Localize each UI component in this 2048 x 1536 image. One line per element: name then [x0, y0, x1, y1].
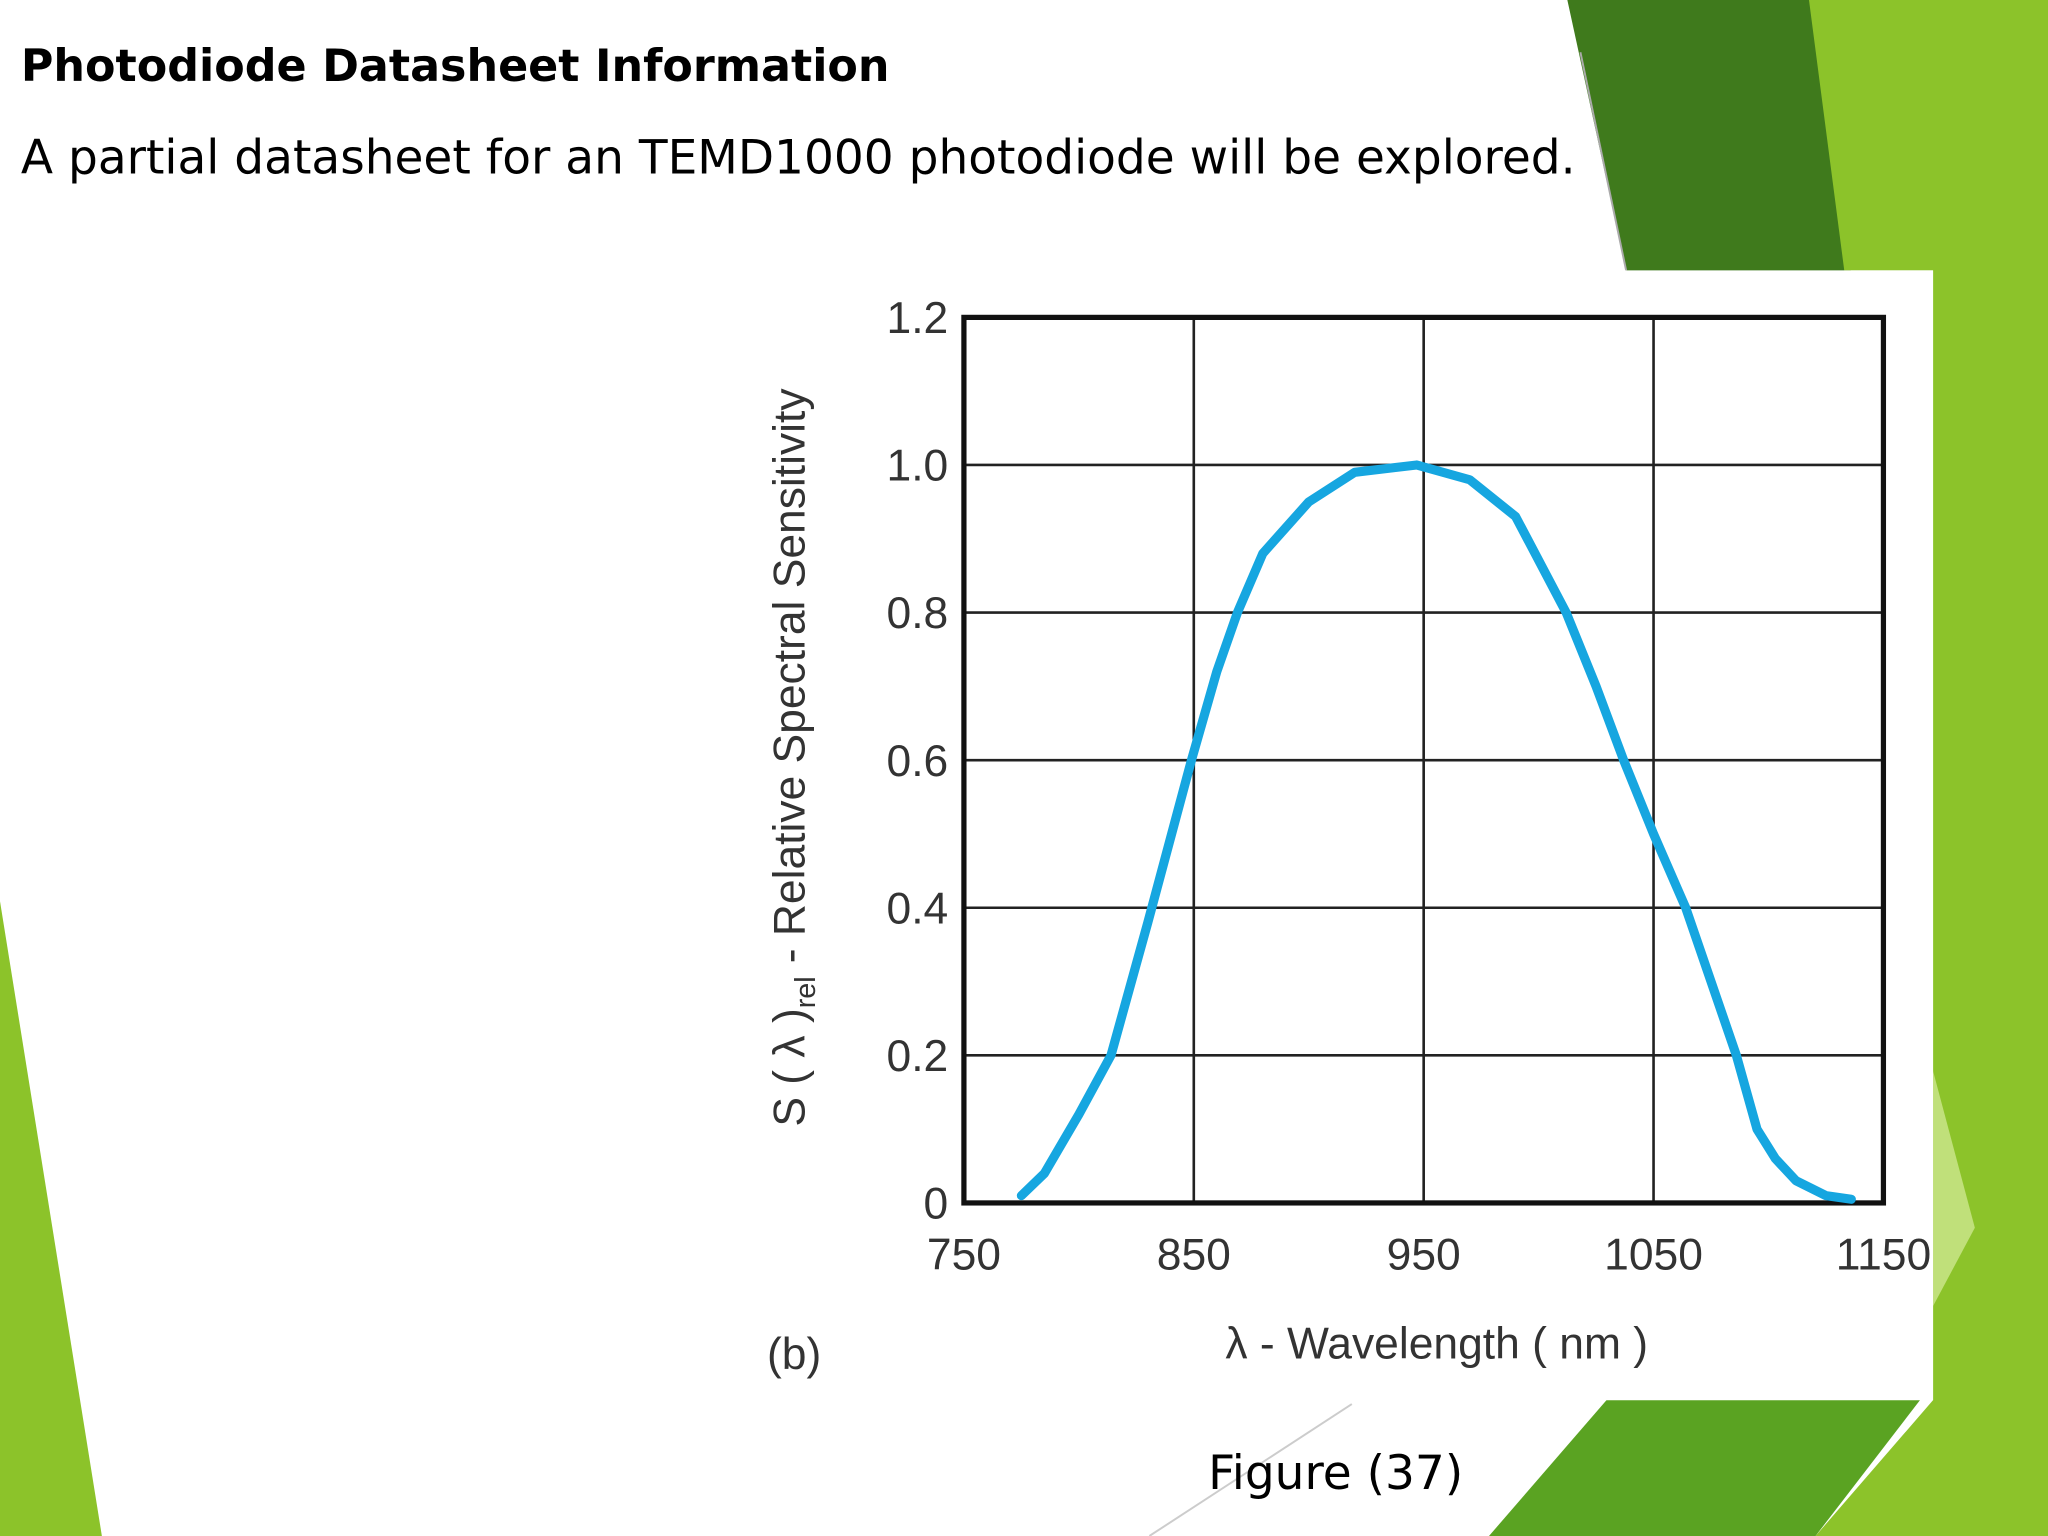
x-tick-label: 850 — [1157, 1231, 1231, 1280]
y-label-rest: - Relative Spectral Sensitivity — [766, 388, 815, 964]
x-tick-label: 1050 — [1604, 1231, 1703, 1280]
title: Photodiode Datasheet Information — [21, 41, 890, 92]
caption: Figure (37) — [1208, 1446, 1463, 1501]
decor-line — [1148, 1403, 1353, 1536]
y-label-main: S ( λ ) — [766, 1008, 815, 1126]
x-tick-label: 1150 — [1836, 1231, 1931, 1280]
y-tick-label: 0 — [924, 1180, 949, 1229]
decor-dark — [1567, 0, 1855, 301]
x-tick-label: 750 — [927, 1231, 1001, 1280]
decor-line — [1579, 52, 1628, 271]
plot-border — [961, 314, 1887, 1206]
decor-light — [1808, 0, 2048, 1536]
x-axis-label: λ - Wavelength ( nm ) — [1225, 1319, 1648, 1368]
decor-bottom — [1488, 1400, 1920, 1536]
panel-label: (b) — [767, 1330, 821, 1379]
y-axis-label: S ( λ )rel - Relative Spectral Sensitivit… — [766, 388, 822, 1127]
chart-panel — [744, 270, 1934, 1401]
y-tick-label: 0.6 — [887, 737, 949, 786]
decor-pale — [1933, 1071, 1975, 1307]
y-tick-label: 0.2 — [887, 1032, 949, 1081]
x-tick-label: 950 — [1387, 1231, 1461, 1280]
y-tick-label: 0.8 — [887, 589, 949, 638]
y-tick-label: 1.0 — [887, 442, 949, 491]
y-label-sub: rel — [790, 976, 822, 1008]
data-line — [1016, 460, 1856, 1204]
y-tick-label: 1.2 — [887, 294, 949, 343]
decor-left — [0, 901, 102, 1536]
subtitle: A partial datasheet for an TEMD1000 phot… — [21, 131, 1576, 186]
y-tick-label: 0.4 — [887, 884, 949, 933]
